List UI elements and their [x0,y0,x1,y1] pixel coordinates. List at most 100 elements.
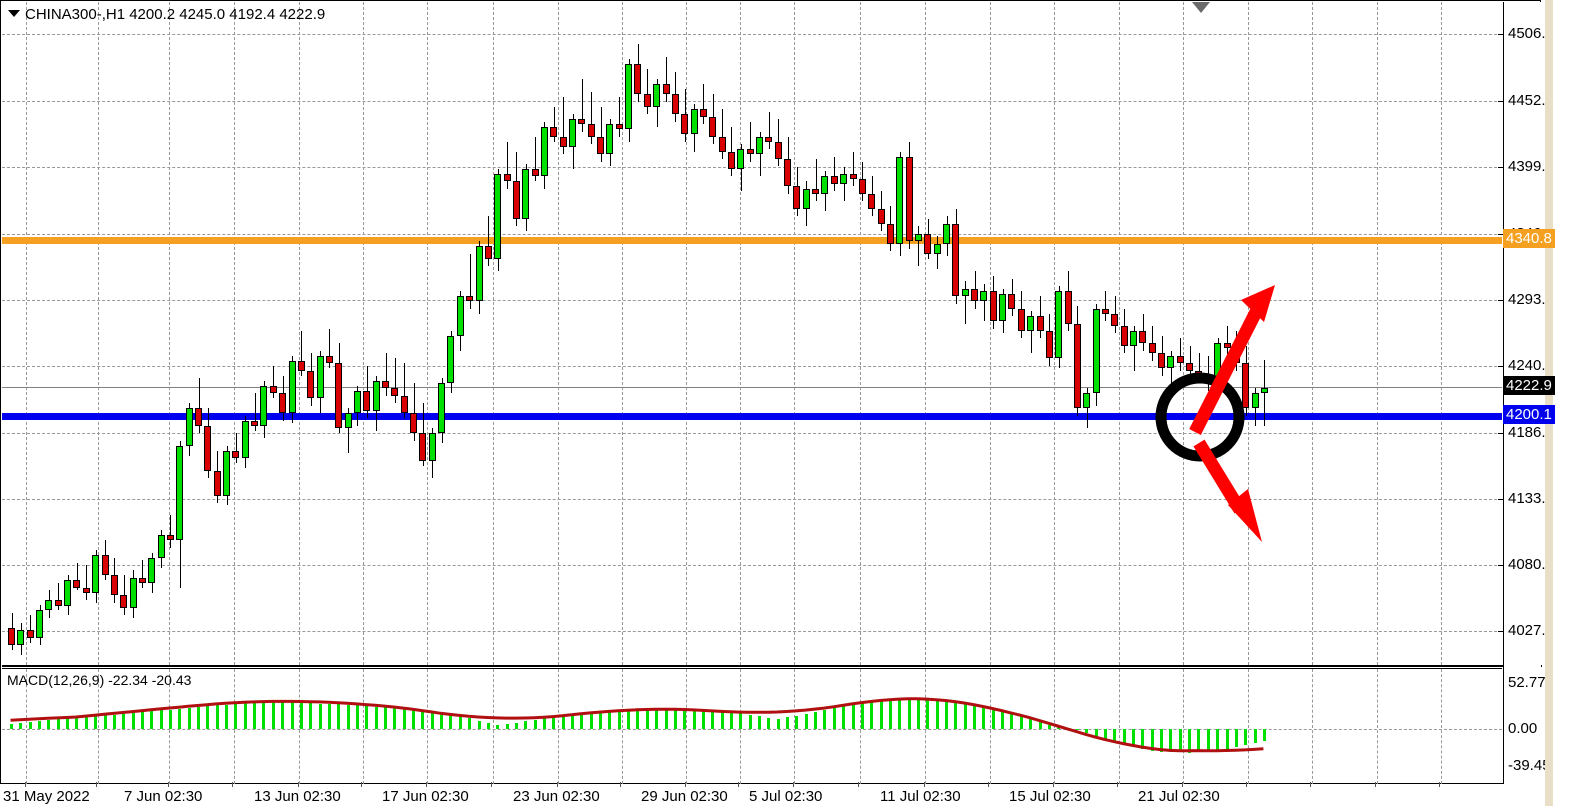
candle-body-bearish [1176,355,1184,364]
candle-wick [666,56,667,102]
candle-body-bearish [1008,293,1016,309]
macd-gridline-vertical [622,669,623,784]
macd-histogram-bar [636,710,640,729]
support-level-tag[interactable]: 4200.1 [1503,404,1555,424]
macd-histogram-bar [374,706,378,729]
price-gridline-vertical [169,2,170,665]
macd-histogram-bar [571,714,574,729]
candle-body-bearish [138,577,146,583]
macd-gridline-vertical [1441,669,1443,784]
candle-wick [1227,326,1228,356]
price-axis-label: 4399.5 [1508,158,1554,176]
price-pane[interactable]: CHINA300-,H1 4200.2 4245.0 4192.4 4222.9 [2,2,1502,665]
candle-wick [1190,345,1191,379]
candle-body-bearish [363,390,371,411]
price-axis-tick [1498,498,1504,500]
price-gridline-vertical [1054,2,1055,665]
price-gridline [2,498,1502,500]
price-gridline-vertical [492,2,494,665]
time-axis-tick [857,782,859,787]
macd-histogram-bar [870,701,874,729]
macd-histogram-bar [496,724,500,729]
candle-body-bearish [727,151,735,169]
macd-histogram-bar [1216,729,1220,751]
candle-body-bullish [316,355,324,399]
bottom-margin [0,806,1583,811]
price-gridline [2,167,1502,169]
macd-histogram-bar [767,717,771,729]
price-axis-label: 4506.0 [1508,25,1554,43]
candle-body-bearish [419,433,427,461]
time-axis-tick [924,782,925,787]
candle-body-bearish [232,450,240,459]
resistance-line[interactable] [2,237,1502,245]
macd-histogram-bar [56,719,60,729]
macd-histogram-bar [1150,729,1154,752]
macd-histogram-bar [645,710,649,729]
candle-wick [591,91,592,145]
candle-wick [601,106,602,162]
candle-wick [844,166,845,202]
candle-body-bullish [372,380,380,411]
time-axis-tick [95,782,97,787]
candle-body-bearish [1186,363,1194,371]
macd-histogram-bar [627,711,631,729]
chart-position-marker-icon[interactable] [1192,2,1210,13]
candle-body-bearish [1223,343,1231,349]
time-axis[interactable]: 31 May 2022 7 Jun 02:30 13 Jun 02:30 17 Jun… [0,782,1541,811]
candle-body-bullish [737,149,745,169]
last-price-tag: 4222.9 [1503,376,1555,396]
price-axis-label: 4186.5 [1508,423,1554,441]
candle-body-bearish [886,223,894,244]
macd-histogram-bar [299,702,303,729]
candle-body-bearish [699,109,707,117]
resistance-level-tag[interactable]: 4340.8 [1503,229,1555,249]
macd-histogram-bar [131,713,135,729]
right-margin [1553,0,1583,811]
macd-histogram-bar [1038,721,1042,729]
candle-body-bearish [952,223,960,297]
macd-histogram-bar [1132,729,1135,748]
macd-histogram-bar [38,721,42,729]
macd-histogram-bar [692,709,696,729]
candle-body-bullish [653,84,661,107]
candle-body-bullish [1167,355,1175,369]
macd-histogram-bar [505,724,509,729]
macd-pane[interactable]: MACD(12,26,9) -22.34 -20.43 [2,668,1502,784]
candle-body-bullish [185,408,193,446]
macd-histogram-bar [795,715,799,729]
price-gridline [2,365,1502,367]
candle-wick [273,365,274,399]
candle-body-bearish [578,119,586,125]
macd-gridline-vertical [1118,669,1120,784]
time-axis-tick [793,782,794,787]
candle-wick [255,393,256,431]
macd-histogram-bar [1075,729,1079,731]
candle-wick [554,106,555,142]
macd-histogram-bar [486,722,490,729]
macd-histogram-bar [701,709,705,729]
price-gridline-vertical [1118,2,1120,665]
price-gridline-vertical [97,2,99,665]
candle-body-bullish [933,243,941,254]
support-line[interactable] [2,412,1502,420]
macd-histogram-bar [1103,729,1107,740]
macd-histogram-bar [449,714,453,729]
candle-body-bearish [213,470,221,496]
price-axis-label: 4452.5 [1508,92,1554,110]
candle-body-bearish [26,630,34,638]
macd-histogram-bar [608,712,612,729]
triangle-down-icon[interactable] [8,10,20,17]
macd-histogram-bar [552,717,556,729]
macd-histogram-bar [1234,729,1238,747]
candle-wick [30,615,31,643]
candle-wick [301,331,302,376]
candle-wick [582,79,583,132]
macd-histogram-bar [898,699,902,729]
time-axis-tick [1053,782,1054,787]
macd-histogram-bar [122,713,126,729]
candle-body-bearish [662,84,670,95]
price-gridline [2,101,1502,103]
time-axis-label: 23 Jun 02:30 [513,788,600,805]
price-axis-label: 4080.5 [1508,555,1554,573]
